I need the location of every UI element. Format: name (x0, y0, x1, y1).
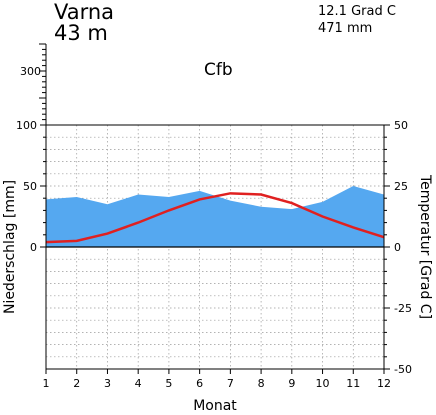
x-tick-label: 10 (316, 377, 330, 390)
station-name: Varna (54, 0, 115, 24)
climate-class: Cfb (204, 60, 233, 80)
extension-tick-label: 300 (20, 65, 41, 78)
x-tick-label: 6 (196, 377, 203, 390)
right-tick-label: 50 (394, 119, 408, 132)
left-tick-label: 100 (16, 119, 37, 132)
x-tick-label: 4 (135, 377, 142, 390)
x-tick-label: 5 (165, 377, 172, 390)
grid (46, 125, 384, 369)
x-tick-label: 2 (73, 377, 80, 390)
x-tick-label: 3 (104, 377, 111, 390)
x-tick-label: 8 (258, 377, 265, 390)
mean-temperature: 12.1 Grad C (318, 4, 396, 19)
y-axis-label-left: Niederschlag [mm] (2, 180, 18, 314)
right-tick-label: 25 (394, 180, 408, 193)
annual-precipitation: 471 mm (318, 21, 373, 36)
right-tick-label: 0 (394, 241, 401, 254)
x-tick-label: 1 (43, 377, 50, 390)
x-axis-label: Monat (193, 398, 237, 414)
right-tick-label: -50 (394, 363, 412, 376)
left-tick-label: 0 (30, 241, 37, 254)
x-tick-label: 11 (346, 377, 360, 390)
temperature-line (45, 192, 385, 244)
station-elevation: 43 m (54, 21, 108, 45)
precipitation-area (46, 186, 384, 247)
y-axis-label-right: Temperatur [Grad C] (417, 174, 433, 319)
x-tick-label: 12 (377, 377, 391, 390)
right-tick-label: -25 (394, 302, 412, 315)
x-tick-label: 7 (227, 377, 234, 390)
left-tick-label: 50 (23, 180, 37, 193)
x-tick-label: 9 (288, 377, 295, 390)
